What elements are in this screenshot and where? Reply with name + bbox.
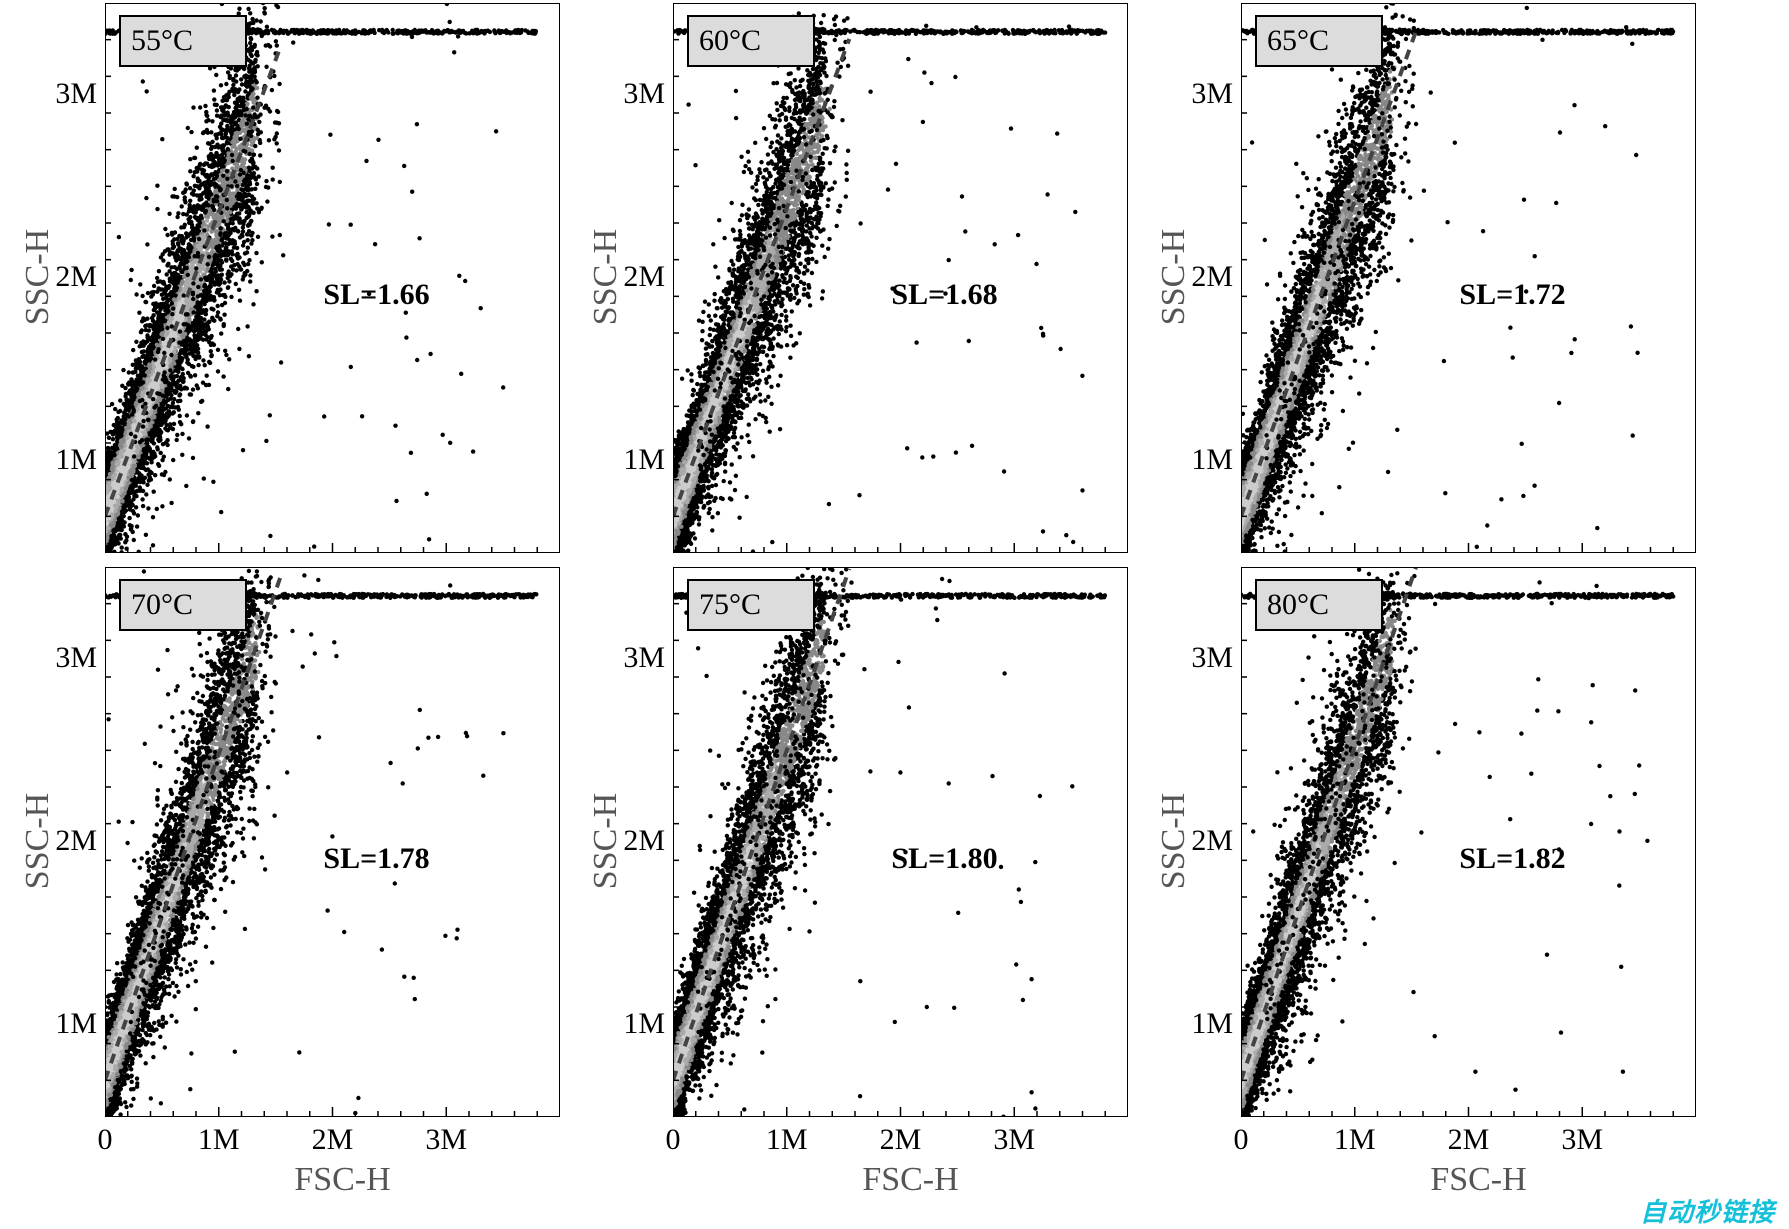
x-tick-label: 3M — [1552, 1123, 1612, 1157]
flow-cytometry-figure: 1M 2M 3M SSC-H 55°C SL=1.66 1M 2M 3M SSC-H 60°C SL=… — [0, 0, 1789, 1229]
y-tick-label: 1M — [605, 1007, 665, 1041]
slope-label: SL=1.66 — [323, 278, 429, 312]
x-tick-label: 1M — [1325, 1123, 1385, 1157]
x-tick-label: 3M — [416, 1123, 476, 1157]
y-tick-label: 1M — [1173, 443, 1233, 477]
scatter-panel-80c: 1M2M3MSSC-H01M2M3MFSC-H80°CSL=1.82 — [1136, 567, 1696, 1210]
y-tick-label: 3M — [37, 641, 97, 675]
scatter-panel-60c: 1M2M3MSSC-H60°CSL=1.68 — [568, 3, 1128, 565]
y-axis-title: SSC-H — [19, 781, 57, 901]
slope-label: SL=1.68 — [891, 278, 997, 312]
y-tick-label: 3M — [605, 641, 665, 675]
slope-label: SL=1.80 — [891, 842, 997, 876]
y-axis-title: SSC-H — [587, 781, 625, 901]
trend-line — [673, 39, 849, 516]
x-tick-label: 0 — [75, 1123, 135, 1157]
x-tick-label: 2M — [1439, 1123, 1499, 1157]
y-axis-title: SSC-H — [1155, 217, 1193, 337]
y-tick-label: 1M — [37, 443, 97, 477]
slope-label: SL=1.82 — [1459, 842, 1565, 876]
y-tick-label: 3M — [1173, 641, 1233, 675]
x-axis-title: FSC-H — [263, 1161, 423, 1199]
temperature-label: 60°C — [687, 15, 815, 67]
trend-line — [673, 569, 849, 1080]
y-tick-label: 3M — [1173, 77, 1233, 111]
slope-label: SL=1.72 — [1459, 278, 1565, 312]
x-tick-label: 2M — [303, 1123, 363, 1157]
slope-label: SL=1.78 — [323, 842, 429, 876]
y-axis-title: SSC-H — [19, 217, 57, 337]
x-tick-label: 1M — [189, 1123, 249, 1157]
y-axis-title: SSC-H — [1155, 781, 1193, 901]
scatter-panel-70c: 1M2M3MSSC-H01M2M3MFSC-H70°CSL=1.78 — [0, 567, 560, 1210]
y-tick-label: 1M — [1173, 1007, 1233, 1041]
x-tick-label: 0 — [643, 1123, 703, 1157]
x-axis-title: FSC-H — [1399, 1161, 1559, 1199]
watermark-text: 自动秒链接 — [1640, 1192, 1775, 1229]
temperature-label: 80°C — [1255, 579, 1383, 631]
scatter-panel-65c: 1M2M3MSSC-H65°CSL=1.72 — [1136, 3, 1696, 565]
y-tick-label: 1M — [605, 443, 665, 477]
temperature-label: 70°C — [119, 579, 247, 631]
temperature-label: 55°C — [119, 15, 247, 67]
scatter-panel-55c: 1M2M3MSSC-H55°CSL=1.66 — [0, 3, 560, 565]
y-tick-label: 3M — [605, 77, 665, 111]
x-tick-label: 2M — [871, 1123, 931, 1157]
x-tick-label: 0 — [1211, 1123, 1271, 1157]
scatter-panel-75c: 1M2M3MSSC-H01M2M3MFSC-H75°CSL=1.80 — [568, 567, 1128, 1210]
trend-line — [1241, 28, 1417, 517]
x-axis-title: FSC-H — [831, 1161, 991, 1199]
x-tick-label: 1M — [757, 1123, 817, 1157]
y-tick-label: 1M — [37, 1007, 97, 1041]
temperature-label: 75°C — [687, 579, 815, 631]
x-tick-label: 3M — [984, 1123, 1044, 1157]
y-tick-label: 3M — [37, 77, 97, 111]
y-axis-title: SSC-H — [587, 217, 625, 337]
temperature-label: 65°C — [1255, 15, 1383, 67]
